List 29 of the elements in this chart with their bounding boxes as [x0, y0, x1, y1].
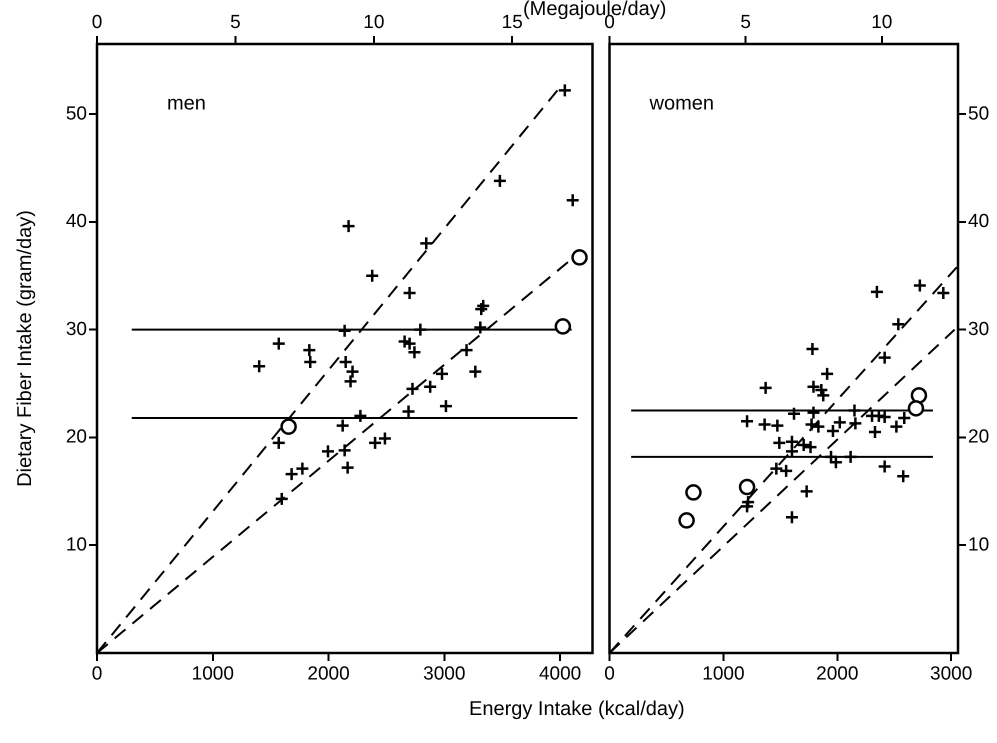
annotation: women	[648, 92, 714, 115]
x2-tick-label: 0	[92, 12, 102, 33]
y-axis-title: Dietary Fiber Intake (gram/day)	[14, 210, 37, 487]
y-tick-label: 10	[66, 534, 87, 556]
y2-tick-label: 20	[968, 426, 990, 448]
x-tick-label: 2000	[307, 664, 350, 685]
y-tick-label: 20	[66, 426, 87, 448]
x-tick-label: 1000	[192, 664, 234, 685]
y2-tick-label: 10	[968, 534, 990, 556]
x2-tick-label: 10	[363, 12, 384, 33]
x-tick-label: 0	[92, 664, 102, 685]
annotation: men	[167, 92, 206, 115]
x-tick-label: 0	[604, 664, 615, 685]
x-tick-label: 3000	[930, 664, 972, 685]
x-axis-title: Energy Intake (kcal/day)	[469, 698, 685, 721]
y2-tick-label: 50	[968, 103, 990, 124]
y2-tick-label: 30	[968, 318, 990, 340]
x-tick-label: 4000	[538, 664, 582, 685]
y-tick-label: 50	[66, 103, 87, 124]
x-tick-label: 2000	[816, 664, 858, 685]
x2-tick-label: 5	[740, 12, 751, 33]
x2-tick-label: 10	[871, 12, 892, 33]
x2-tick-label: 5	[230, 12, 241, 33]
y2-tick-label: 40	[968, 211, 990, 232]
x-tick-label: 1000	[702, 664, 745, 685]
x-tick-label: 3000	[423, 664, 466, 685]
y-tick-label: 40	[66, 211, 87, 232]
x2-tick-label: 15	[502, 12, 523, 33]
y-tick-label: 30	[66, 318, 87, 340]
